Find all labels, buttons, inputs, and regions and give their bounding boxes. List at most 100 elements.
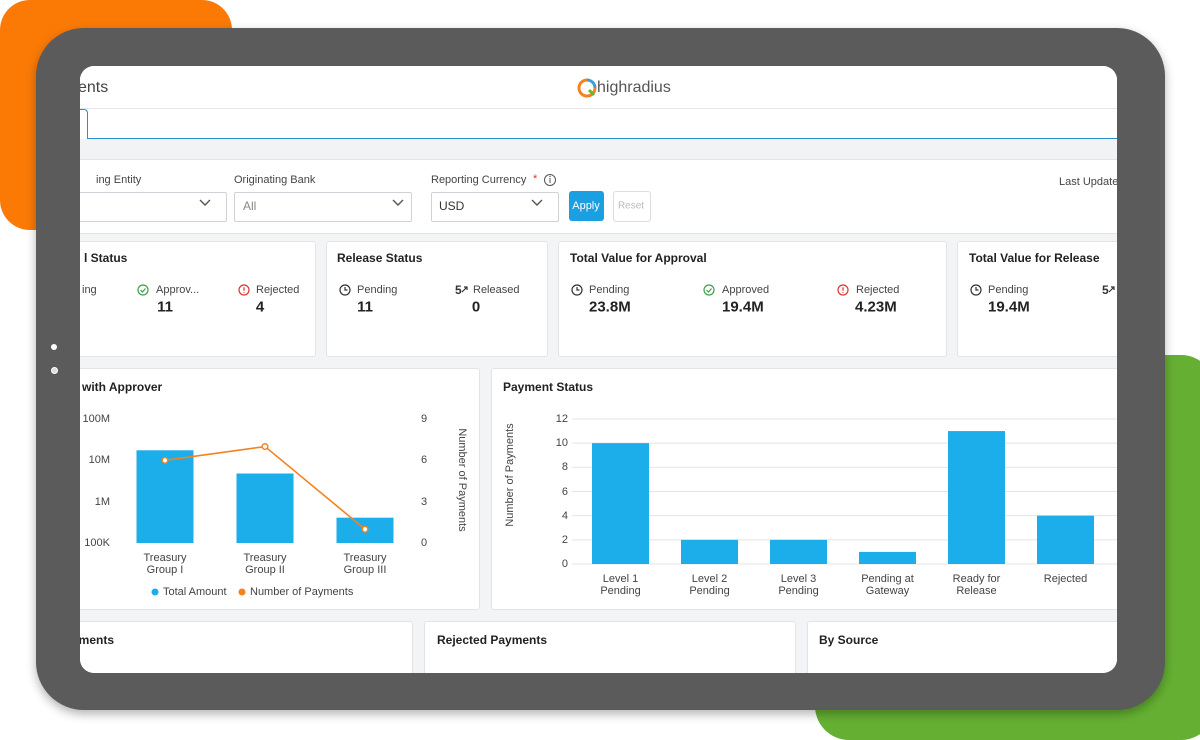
stat-card <box>80 241 316 357</box>
bottom-card <box>424 621 796 673</box>
bar <box>1037 515 1094 564</box>
info-icon <box>544 174 556 186</box>
icon-part <box>703 284 715 296</box>
y-axis-label: Number of Payments <box>504 423 516 527</box>
card-title: Total Value for Approval <box>570 251 707 265</box>
required-mark: * <box>533 173 538 185</box>
y2-axis-label: Number of Payments <box>456 428 468 532</box>
y-tick-label: 2 <box>561 533 568 546</box>
chevron <box>392 199 404 206</box>
legend-swatch <box>238 588 246 596</box>
stat-value: 0 <box>471 298 481 316</box>
y-tick-label: 100K <box>84 537 110 549</box>
page-title: ents <box>80 79 109 96</box>
chart-title: Payment Status <box>503 380 594 394</box>
legend-label: Total Amount <box>163 586 227 598</box>
card-title: l Status <box>84 251 128 265</box>
bar <box>948 431 1005 564</box>
logo-text: highradius <box>597 79 671 96</box>
line-point <box>161 456 169 464</box>
screen: ents highradius ing Entity Originating B… <box>80 66 1117 673</box>
bottom-card <box>807 621 1117 673</box>
x-tick-label: Level 1 Pending <box>600 573 641 597</box>
clock-icon <box>339 284 351 296</box>
icon-part <box>339 284 351 296</box>
x-tick-label: Pending at Gateway <box>861 573 914 597</box>
released-icon: 5 <box>1102 283 1115 297</box>
stat-value: 4 <box>255 298 265 316</box>
marks-layer: 5 5 <box>136 174 1117 596</box>
stat-value: 11 <box>157 298 173 316</box>
y2-tick-label: 9 <box>421 413 428 425</box>
x-tick-label: Treasury Group III <box>343 552 387 576</box>
icon-part <box>238 284 250 296</box>
legend-swatch <box>151 588 159 596</box>
card-title: Release Status <box>337 251 423 265</box>
filter-select[interactable] <box>234 192 412 222</box>
clock-icon <box>970 284 982 296</box>
stat-value: 23.8M <box>589 298 631 316</box>
stat-label: Rejected <box>856 284 900 296</box>
y-tick-label: 4 <box>561 509 568 522</box>
x-tick-label: Treasury Group I <box>143 552 187 576</box>
stat-label: Pending <box>589 284 630 296</box>
y-tick-label: 12 <box>555 413 568 425</box>
y-tick-label: 1M <box>94 495 110 508</box>
filter-select[interactable] <box>80 192 227 222</box>
tab-row <box>80 109 1117 139</box>
card-title: Total Value for Release <box>969 251 1100 265</box>
last-update: Last Update <box>1059 176 1117 188</box>
y2-tick-label: 6 <box>421 454 428 467</box>
y-tick-label: 8 <box>561 461 568 474</box>
stat-card <box>957 241 1117 357</box>
card-title: By Source <box>819 633 879 647</box>
icon-part <box>140 288 146 293</box>
release-icon: 5 <box>455 283 468 297</box>
filter-select[interactable] <box>431 192 559 222</box>
x-tick-label: Level 3 Pending <box>778 573 819 597</box>
bar <box>770 539 827 564</box>
apply-button[interactable] <box>569 191 604 221</box>
tab[interactable] <box>80 109 88 139</box>
icon-part <box>461 286 468 293</box>
filter-label: Originating Bank <box>234 174 316 186</box>
filter-value: All <box>243 199 257 213</box>
bar <box>592 443 649 564</box>
logo-icon <box>577 78 597 98</box>
reset-button[interactable] <box>613 191 651 222</box>
filter-value: USD <box>439 199 465 213</box>
bar <box>681 539 738 564</box>
check-icon <box>703 284 715 296</box>
stat-label: Rejected <box>256 284 300 296</box>
y-tick-label: 100M <box>82 413 110 425</box>
icon-part <box>970 284 982 296</box>
y-tick-label: 10 <box>555 437 568 450</box>
stat-value: 19.4M <box>988 298 1030 316</box>
icon-part <box>344 287 348 291</box>
y2-tick-label: 3 <box>421 495 428 508</box>
y2-tick-label: 0 <box>421 537 428 549</box>
alert-icon <box>837 284 849 296</box>
stat-value: 4.23M <box>855 298 897 316</box>
stat-label: Approv... <box>156 284 200 296</box>
x-tick-label: Rejected <box>1043 573 1088 585</box>
bar <box>136 450 194 543</box>
stat-label: Approved <box>722 284 770 296</box>
clock-icon <box>571 284 583 296</box>
card-title: yments <box>80 633 115 647</box>
card-title: Rejected Payments <box>437 633 548 647</box>
chart-title: with Approver <box>82 380 163 394</box>
icon-part <box>975 287 979 291</box>
y-tick-label: 10M <box>88 454 110 467</box>
alert-icon <box>238 284 250 296</box>
apply-label: Apply <box>572 200 600 212</box>
stat-label: Pending <box>988 284 1029 296</box>
bar <box>236 473 294 543</box>
icon-part <box>137 284 149 296</box>
icon-part <box>706 288 712 293</box>
svg-text:5: 5 <box>1102 283 1109 297</box>
stat-label: Released <box>473 284 520 296</box>
legend-label: Number of Payments <box>250 586 354 598</box>
x-tick-label: Level 2 Pending <box>689 573 730 597</box>
